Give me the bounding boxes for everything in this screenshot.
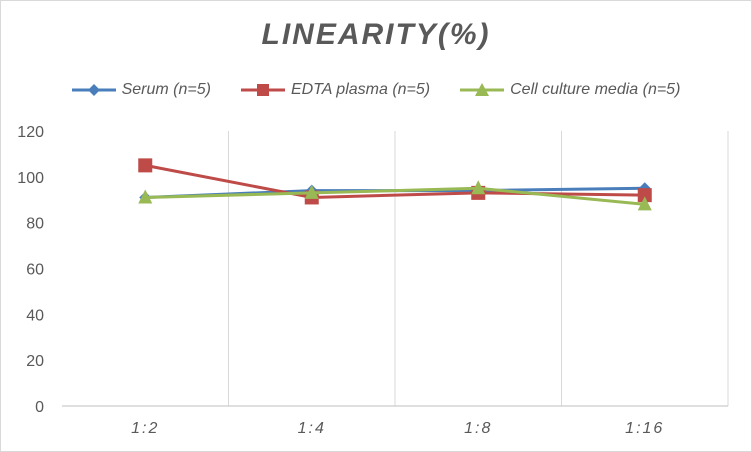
legend-item-series-1: EDTA plasma (n=5) (240, 81, 431, 99)
x-tick-label: 1:8 (464, 420, 492, 437)
grid-layer (228, 131, 729, 406)
x-tick-label: 1:2 (131, 420, 159, 437)
y-tick-label: 80 (26, 216, 44, 233)
data-point-series-2 (304, 184, 319, 199)
series-line-1 (144, 163, 645, 199)
chart-legend: Serum (n=5) EDTA plasma (n=5) Cell cultu… (0, 78, 752, 102)
x-tick-label: 1:16 (625, 420, 664, 437)
label-layer: 0 20 40 60 80 100 120 1:2 1:4 1:8 1:16 (17, 124, 664, 437)
data-point-series-1 (138, 158, 153, 173)
y-tick-label: 120 (17, 124, 44, 141)
legend-swatch-series-1 (240, 84, 285, 96)
legend-label-series-2: Cell culture media (n=5) (510, 81, 681, 98)
data-point-series-1 (637, 188, 652, 203)
legend-item-series-0: Serum (n=5) (71, 81, 211, 99)
y-tick-label: 100 (17, 170, 44, 187)
series-line-2 (145, 186, 645, 206)
data-point-series-2 (471, 180, 486, 195)
legend-label-series-0: Serum (n=5) (121, 81, 211, 98)
legend-label-series-1: EDTA plasma (n=5) (290, 81, 431, 98)
x-tick-label: 1:4 (298, 420, 326, 437)
legend-swatch-series-0 (71, 84, 116, 96)
chart-title: LINEARITY(%) (261, 18, 491, 51)
legend-swatch-series-2 (460, 83, 505, 96)
legend-item-series-2: Cell culture media (n=5) (460, 81, 680, 99)
y-tick-label: 40 (26, 307, 44, 324)
y-tick-label: 0 (35, 399, 44, 416)
data-point-series-2 (637, 196, 652, 211)
y-tick-label: 60 (26, 262, 44, 279)
y-tick-label: 20 (26, 353, 44, 370)
data-point-series-2 (138, 189, 153, 204)
series-layer (138, 158, 652, 211)
